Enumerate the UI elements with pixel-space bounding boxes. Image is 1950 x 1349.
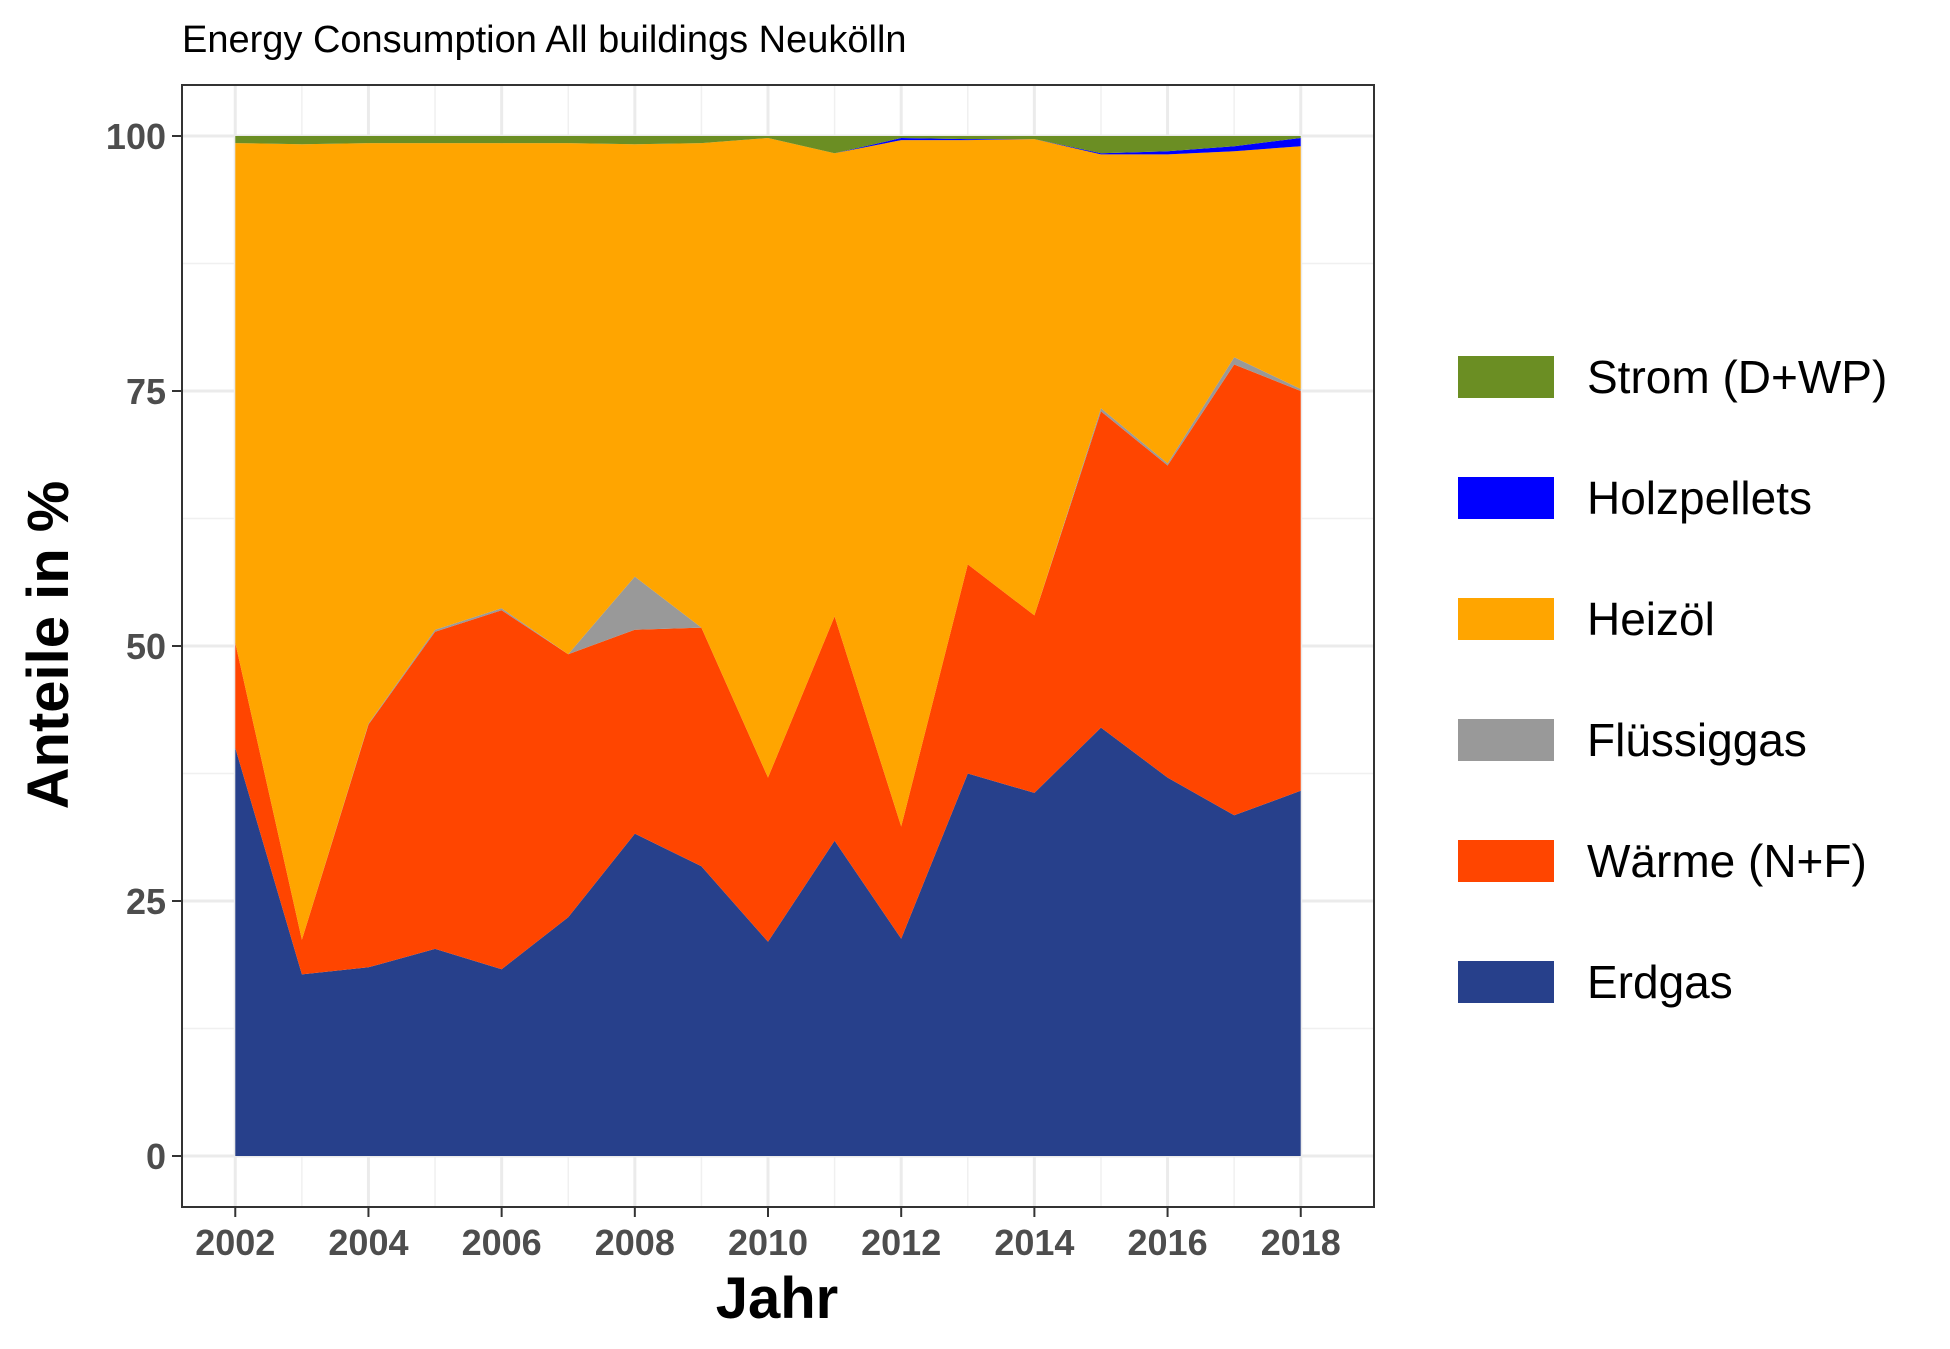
legend-label-w-rme-n-f: Wärme (N+F)	[1587, 835, 1867, 887]
legend-key-fl-ssiggas	[1458, 719, 1554, 761]
x-tick-label: 2010	[728, 1222, 808, 1263]
x-tick-label: 2008	[595, 1222, 675, 1263]
y-tick-label: 100	[106, 116, 166, 157]
x-tick-label: 2004	[328, 1222, 408, 1263]
y-tick-label: 25	[126, 881, 166, 922]
x-axis: 2002 2004 2006 2008 2010 2012 2014 2016 2018	[195, 1207, 1341, 1263]
area-heiz-l	[235, 138, 1301, 940]
area-erdgas	[235, 727, 1301, 1156]
legend-key-w-rme-n-f	[1458, 840, 1554, 882]
area-holzpellets	[235, 138, 1301, 155]
area-w-rme-n-f	[235, 364, 1301, 975]
legend-key-strom-d-wp	[1458, 356, 1554, 398]
legend-label-erdgas: Erdgas	[1587, 956, 1733, 1008]
y-tick-label: 75	[126, 371, 166, 412]
legend-label-fl-ssiggas: Flüssiggas	[1587, 714, 1807, 766]
x-tick-label: 2018	[1261, 1222, 1341, 1263]
chart-title: Energy Consumption All buildings Neuköll…	[182, 19, 907, 61]
x-tick-label: 2012	[861, 1222, 941, 1263]
y-axis-title: Anteile in %	[16, 481, 81, 810]
legend-key-heiz-l	[1458, 598, 1554, 640]
x-tick-label: 2006	[462, 1222, 542, 1263]
legend: Strom (D+WP) Holzpellets Heizöl Flüssiggas W…	[1458, 351, 1887, 1008]
legend-label-strom-d-wp: Strom (D+WP)	[1587, 351, 1887, 403]
legend-label-heiz-l: Heizöl	[1587, 593, 1715, 645]
plot-areas	[235, 136, 1301, 1156]
area-strom-d-wp	[235, 136, 1301, 154]
y-tick-label: 50	[126, 626, 166, 667]
x-tick-label: 2016	[1128, 1222, 1208, 1263]
x-axis-title: Jahr	[716, 1266, 839, 1331]
legend-label-holzpellets: Holzpellets	[1587, 472, 1812, 524]
y-tick-label: 0	[146, 1136, 166, 1177]
x-tick-label: 2014	[994, 1222, 1074, 1263]
legend-key-holzpellets	[1458, 477, 1554, 519]
y-axis: 0 25 50 75 100	[106, 116, 182, 1177]
x-tick-label: 2002	[195, 1222, 275, 1263]
legend-key-erdgas	[1458, 961, 1554, 1003]
